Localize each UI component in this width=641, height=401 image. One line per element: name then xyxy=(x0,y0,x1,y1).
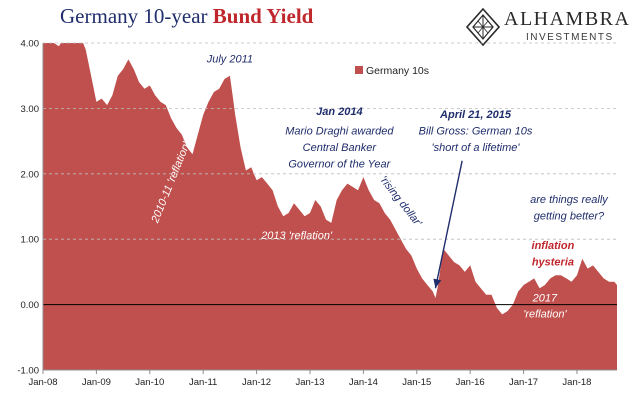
annotation-label: April 21, 2015 xyxy=(439,109,512,121)
area-series-0 xyxy=(43,43,617,370)
annotation-label: inflation xyxy=(532,240,575,252)
x-tick-label: Jan-15 xyxy=(402,377,431,388)
legend-swatch xyxy=(355,66,363,74)
y-tick-label: -1.00 xyxy=(17,366,39,377)
brand-name: ALHAMBRA xyxy=(504,8,631,30)
annotation-label: Governor of the Year xyxy=(288,158,391,170)
annotation-label: 2013 'reflation' xyxy=(260,230,333,242)
annotation-label: Central Banker xyxy=(303,142,378,154)
annotation-label: Mario Draghi awarded xyxy=(285,126,394,138)
y-tick-label: 1.00 xyxy=(21,235,40,246)
chart-title-part1: Germany 10-year xyxy=(60,4,208,28)
x-tick-label: Jan-14 xyxy=(349,377,378,388)
brand-subtitle: INVESTMENTS xyxy=(526,32,614,43)
x-tick-label: Jan-12 xyxy=(242,377,271,388)
x-tick-label: Jan-17 xyxy=(509,377,538,388)
x-tick-label: Jan-13 xyxy=(295,377,324,388)
annotation-label: Bill Gross: German 10s xyxy=(419,126,533,138)
y-tick-label: 3.00 xyxy=(21,104,40,115)
chart-title-part2: Bund Yield xyxy=(212,4,314,28)
annotation-label: July 2011 xyxy=(206,54,253,66)
y-tick-label: 0.00 xyxy=(21,300,40,311)
annotation-label: 'short of a lifetime' xyxy=(432,142,521,154)
annotation-label: Jan 2014 xyxy=(316,106,362,118)
x-tick-label: Jan-08 xyxy=(28,377,57,388)
x-tick-label: Jan-18 xyxy=(562,377,591,388)
alhambra-emblem-icon xyxy=(466,8,500,46)
x-tick-label: Jan-09 xyxy=(82,377,111,388)
x-tick-label: Jan-11 xyxy=(189,377,217,388)
y-tick-label: 4.00 xyxy=(21,39,40,50)
annotation-label: 'reflation' xyxy=(523,309,567,321)
y-tick-label: 2.00 xyxy=(21,169,40,180)
annotation-label: hysteria xyxy=(532,256,574,268)
annotation-label: are things really xyxy=(530,194,609,206)
x-tick-label: Jan-16 xyxy=(456,377,485,388)
legend-label: Germany 10s xyxy=(366,65,429,77)
annotation-label: 2017 xyxy=(532,292,558,304)
x-tick-label: Jan-10 xyxy=(135,377,164,388)
annotation-arrow-head xyxy=(433,278,442,289)
chart-title: Germany 10-year Bund Yield xyxy=(60,4,313,29)
annotation-arrow-line xyxy=(434,160,463,289)
brand-logo: ALHAMBRA INVESTMENTS xyxy=(466,6,638,50)
annotation-label: getting better? xyxy=(534,211,605,223)
